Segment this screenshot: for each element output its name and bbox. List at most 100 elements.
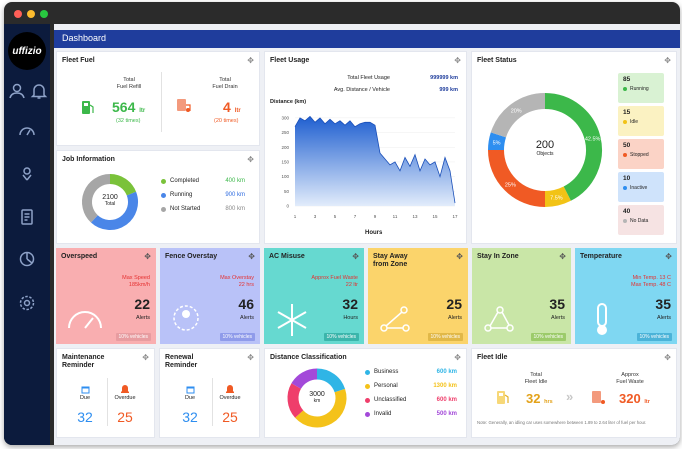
alert-count: 46 [238, 296, 254, 312]
legend-value: 900 km [225, 192, 245, 198]
drain-times: (20 times) [214, 118, 239, 124]
x-tick-label: 7 [354, 214, 357, 219]
move-icon[interactable]: ✥ [664, 353, 671, 362]
alert-card[interactable]: Stay In Zone ✥ 35 Alerts 10% vehicles [472, 248, 571, 344]
avg-distance-value: 999 km [439, 87, 458, 93]
speedometer-icon[interactable] [18, 122, 36, 140]
move-icon[interactable]: ✥ [247, 353, 254, 362]
status-label: No Data [630, 218, 649, 224]
status-count: 10 [623, 175, 631, 182]
fuel-pump-icon [496, 389, 510, 405]
bell-icon[interactable] [30, 82, 48, 100]
waste-value: 320 [619, 391, 641, 406]
move-icon[interactable]: ✥ [247, 56, 254, 65]
calendar-icon [81, 381, 90, 394]
alert-detail-line2: 22 ltr [345, 282, 358, 288]
due-label: Due [79, 395, 91, 401]
distance-legend-invalid: Invalid 500 km [365, 411, 457, 417]
x-tick-label: 13 [412, 214, 418, 219]
alert-card[interactable]: Stay Away from Zone ✥ 25 Alerts 10% vehi… [368, 248, 468, 344]
move-icon[interactable]: ✥ [248, 252, 255, 261]
pie-chart-icon[interactable] [18, 250, 36, 268]
donut-slice[interactable] [82, 174, 111, 223]
logo[interactable]: uffizio [8, 32, 46, 70]
distance-classification-card: Distance Classification ✥ 3000 km Busine… [264, 348, 467, 438]
slice-percent-label: 20% [511, 108, 522, 114]
move-icon[interactable]: ✥ [664, 56, 671, 65]
fuel-drain-icon [175, 97, 191, 113]
legend-label: Invalid [374, 411, 392, 417]
fuel-refill-icon [81, 99, 95, 115]
donut-slice[interactable] [316, 368, 346, 393]
alert-detail-line1: Approx Fuel Waste [311, 275, 358, 281]
alert-detail-line1: Max Speed [122, 275, 150, 281]
job-legend-completed: Completed 400 km [161, 178, 245, 184]
legend-swatch [161, 178, 166, 184]
move-icon[interactable]: ✥ [352, 252, 359, 261]
donut-slice[interactable] [90, 191, 138, 230]
divider [161, 72, 162, 132]
status-tile-idle[interactable]: 15 Idle [618, 106, 664, 136]
job-information-card: Job Information ✥ 2100 Total Completed 40… [56, 150, 260, 244]
donut-slice[interactable] [295, 388, 347, 428]
move-icon[interactable]: ✥ [144, 252, 151, 261]
move-icon[interactable]: ✥ [456, 252, 463, 261]
donut-slice[interactable] [544, 93, 602, 201]
legend-value: 600 km [436, 369, 457, 375]
status-tile-stopped[interactable]: 50 Stopped [618, 139, 664, 169]
donut-slice[interactable] [490, 93, 546, 138]
user-icon[interactable] [8, 82, 26, 100]
y-tick-label: 50 [284, 189, 290, 194]
distance-total-label: km [313, 398, 321, 404]
fuel-waste-icon [590, 389, 606, 405]
status-dot [623, 120, 627, 124]
status-count: 40 [623, 208, 631, 215]
document-icon[interactable] [18, 208, 36, 226]
refill-times: (32 times) [116, 118, 141, 124]
minimize-window-button[interactable] [27, 10, 35, 18]
geofence-icon [173, 305, 199, 331]
donut-slice[interactable] [544, 186, 571, 207]
fleet-status-donut-chart: 42.5% 7.5% 25% 5% 20% [488, 93, 602, 207]
alert-card[interactable]: AC Misuse ✥ Approx Fuel Waste 22 ltr 32 … [264, 248, 364, 344]
status-dot [623, 219, 627, 223]
legend-label: Not Started [170, 206, 201, 212]
maximize-window-button[interactable] [40, 10, 48, 18]
status-tile-inactive[interactable]: 10 Inactive [618, 172, 664, 202]
drain-label: Total Fuel Drain [212, 77, 238, 90]
donut-slice[interactable] [488, 132, 507, 151]
alert-count: 35 [549, 296, 565, 312]
move-icon[interactable]: ✥ [665, 252, 672, 261]
alert-card[interactable]: Fence Overstay ✥ Max Overstay 22 hrs 46 … [160, 248, 260, 344]
zone-icon [484, 306, 514, 332]
map-pin-icon[interactable] [18, 164, 36, 182]
donut-slice[interactable] [287, 383, 304, 418]
donut-slice[interactable] [109, 174, 137, 196]
close-window-button[interactable] [14, 10, 22, 18]
y-tick-label: 250 [281, 130, 289, 135]
status-dot [623, 153, 627, 157]
move-icon[interactable]: ✥ [559, 252, 566, 261]
legend-swatch [161, 206, 166, 212]
job-legend-running: Running 900 km [161, 192, 245, 198]
card-title: Job Information [62, 156, 115, 163]
status-tile-running[interactable]: 85 Running [618, 73, 664, 103]
legend-label: Business [374, 369, 399, 375]
donut-slice[interactable] [291, 368, 318, 390]
move-icon[interactable]: ✥ [454, 353, 461, 362]
x-tick-label: 11 [393, 214, 398, 219]
alert-count: 35 [655, 296, 671, 312]
fleet-fuel-card: Fleet Fuel ✥ Total Fuel Refill 564 ltr (… [56, 51, 260, 146]
status-tile-no-data[interactable]: 40 No Data [618, 205, 664, 235]
alert-card[interactable]: Temperature ✥ Min Temp. 13 C Max Temp. 4… [575, 248, 677, 344]
settings-icon[interactable] [18, 294, 36, 312]
donut-slice[interactable] [488, 149, 546, 207]
x-tick-label: 3 [314, 214, 317, 219]
vehicles-badge: 10% vehicles [530, 333, 566, 341]
move-icon[interactable]: ✥ [247, 155, 254, 164]
alert-card[interactable]: Overspeed ✥ Max Speed 185km/h 22 Alerts … [56, 248, 156, 344]
move-icon[interactable]: ✥ [454, 56, 461, 65]
alert-detail-line1: Max Overstay [220, 275, 254, 281]
usage-line [294, 115, 456, 204]
move-icon[interactable]: ✥ [142, 353, 149, 362]
